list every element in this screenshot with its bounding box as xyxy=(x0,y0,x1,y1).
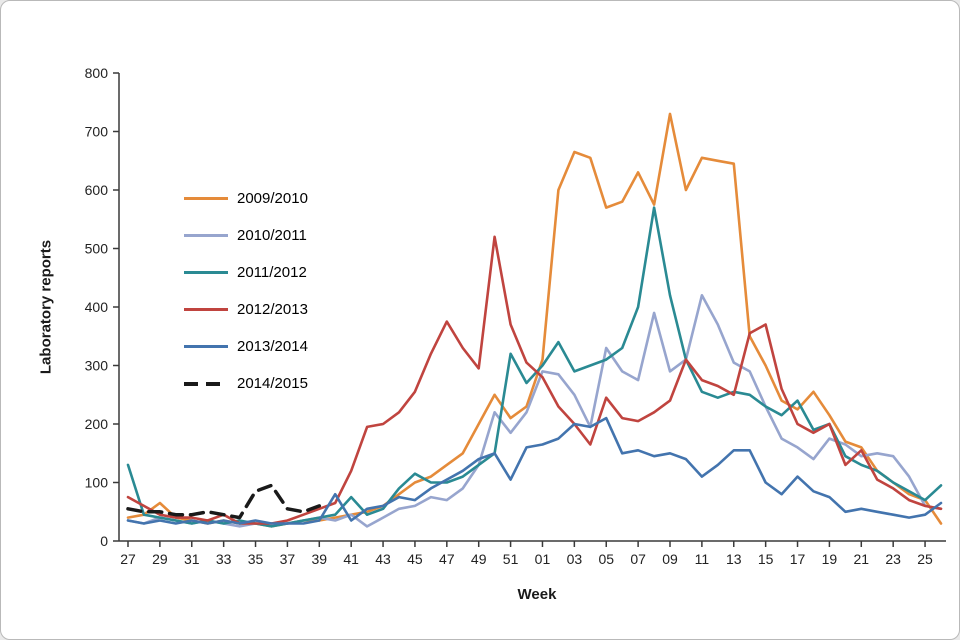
x-tick-label: 49 xyxy=(471,551,487,567)
x-axis-title: Week xyxy=(517,586,557,603)
x-tick-label: 43 xyxy=(375,551,391,567)
y-tick-label: 300 xyxy=(85,358,109,374)
series-line-2011-2012 xyxy=(126,206,943,528)
legend-label: 2013/2014 xyxy=(237,338,308,355)
legend-label: 2011/2012 xyxy=(237,264,307,281)
x-tick-label: 19 xyxy=(822,551,838,567)
y-tick-label: 100 xyxy=(85,475,109,491)
x-tick-label: 47 xyxy=(439,551,455,567)
y-tick-label: 600 xyxy=(85,182,109,198)
x-tick-label: 41 xyxy=(343,551,359,567)
legend-label: 2012/2013 xyxy=(237,301,308,318)
series-line-2014-2015 xyxy=(126,483,322,520)
y-tick-label: 0 xyxy=(100,533,108,549)
y-tick-label: 200 xyxy=(85,416,109,432)
legend-item-2010-2011: 2010/2011 xyxy=(184,224,308,247)
x-tick-label: 17 xyxy=(790,551,806,567)
x-tick-label: 31 xyxy=(184,551,200,567)
x-tick-label: 15 xyxy=(758,551,774,567)
y-axis-title: Laboratory reports xyxy=(37,239,55,375)
legend-line-sample xyxy=(184,271,228,274)
x-tick-label: 51 xyxy=(503,551,519,567)
legend-item-2012-2013: 2012/2013 xyxy=(184,298,308,321)
legend-line-sample xyxy=(184,308,228,311)
x-tick-label: 27 xyxy=(120,551,136,567)
y-tick-label: 400 xyxy=(85,299,109,315)
legend-item-2011-2012: 2011/2012 xyxy=(184,261,308,284)
legend-label: 2010/2011 xyxy=(237,227,307,244)
y-tick-label: 800 xyxy=(85,65,109,81)
legend-label: 2014/2015 xyxy=(237,375,308,392)
series-line-2012-2013 xyxy=(126,235,943,525)
y-tick-label: 500 xyxy=(85,241,109,257)
x-tick-label: 13 xyxy=(726,551,742,567)
x-tick-label: 37 xyxy=(280,551,296,567)
x-tick-label: 23 xyxy=(885,551,901,567)
x-tick-label: 45 xyxy=(407,551,423,567)
x-tick-label: 05 xyxy=(598,551,614,567)
x-tick-label: 39 xyxy=(312,551,328,567)
x-tick-label: 09 xyxy=(662,551,678,567)
x-tick-label: 03 xyxy=(567,551,583,567)
x-tick-label: 11 xyxy=(695,551,710,567)
legend-item-2014-2015: 2014/2015 xyxy=(184,372,308,395)
legend-line-sample xyxy=(184,345,228,348)
x-tick-label: 21 xyxy=(854,551,870,567)
series-line-2013-2014 xyxy=(126,416,943,525)
legend-line-sample xyxy=(184,381,228,386)
legend-line-sample xyxy=(184,197,228,200)
x-tick-label: 25 xyxy=(917,551,933,567)
legend-item-2013-2014: 2013/2014 xyxy=(184,335,308,358)
y-tick-label: 700 xyxy=(85,124,109,140)
legend-line-sample xyxy=(184,234,228,237)
x-tick-label: 29 xyxy=(152,551,168,567)
legend-item-2009-2010: 2009/2010 xyxy=(184,187,308,210)
x-tick-label: 01 xyxy=(535,551,551,567)
x-tick-label: 07 xyxy=(630,551,646,567)
legend-label: 2009/2010 xyxy=(237,190,308,207)
chart-legend: 2009/2010 2010/2011 2011/2012 2012/2013 … xyxy=(184,187,308,395)
x-tick-label: 33 xyxy=(216,551,232,567)
x-tick-label: 35 xyxy=(248,551,264,567)
